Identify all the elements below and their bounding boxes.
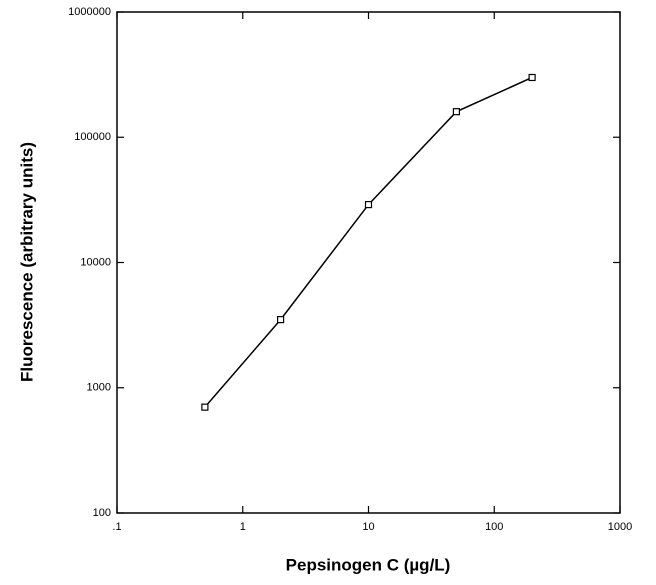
y-tick-label: 10000 bbox=[80, 256, 111, 268]
y-axis-label: Fluorescence (arbitrary units) bbox=[17, 142, 36, 382]
y-tick-label: 1000000 bbox=[68, 6, 111, 18]
x-tick-label: 10 bbox=[362, 521, 374, 533]
y-tick-label: 100000 bbox=[74, 131, 111, 143]
x-axis-label: Pepsinogen C (µg/L) bbox=[286, 555, 451, 574]
x-tick-label: .1 bbox=[112, 521, 121, 533]
data-point bbox=[277, 316, 285, 324]
x-tick-label: 100 bbox=[485, 521, 503, 533]
data-point bbox=[452, 108, 460, 116]
x-tick-label: 1000 bbox=[608, 521, 632, 533]
x-tick-label: 1 bbox=[240, 521, 246, 533]
data-point bbox=[364, 200, 373, 209]
plot-frame bbox=[116, 11, 621, 514]
data-point bbox=[201, 403, 209, 411]
y-tick-label: 100 bbox=[93, 507, 111, 519]
data-point bbox=[528, 73, 536, 82]
y-tick-label: 1000 bbox=[87, 382, 111, 394]
data-line bbox=[204, 76, 533, 408]
